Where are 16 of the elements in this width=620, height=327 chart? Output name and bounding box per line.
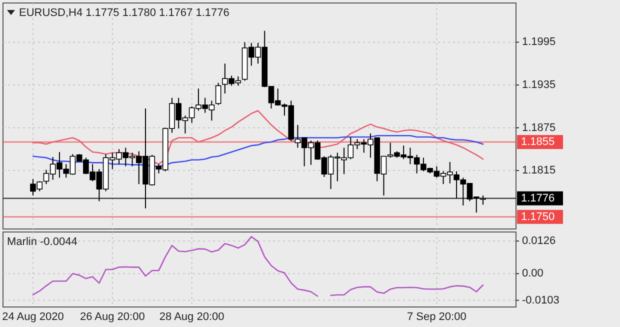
chart-title: EURUSD,H4 1.1775 1.1780 1.1767 1.1776 [19,7,230,19]
y-tick-label: 1.1875 [522,122,556,134]
ref-line-label: 1.1776 [521,192,555,204]
y-tick-label: 0.0126 [522,235,556,248]
x-tick-label: 24 Aug 2020 [2,311,64,323]
y-tick-label: 1.1995 [522,36,556,48]
ref-line-label: 1.1855 [521,136,555,148]
x-tick-label: 26 Aug 20:00 [80,311,145,323]
y-tick-label: 1.1815 [522,164,556,177]
y-tick-label: 0.00 [522,268,544,280]
y-tick-label: -0.0103 [522,294,560,306]
x-tick-label: 7 Sep 20:00 [407,311,466,323]
ref-line-label: 1.1750 [521,210,555,223]
chart-title: Marlin -0.0044 [7,236,78,248]
x-tick-label: 28 Aug 20:00 [159,311,224,323]
y-tick-label: 1.1935 [522,78,556,91]
